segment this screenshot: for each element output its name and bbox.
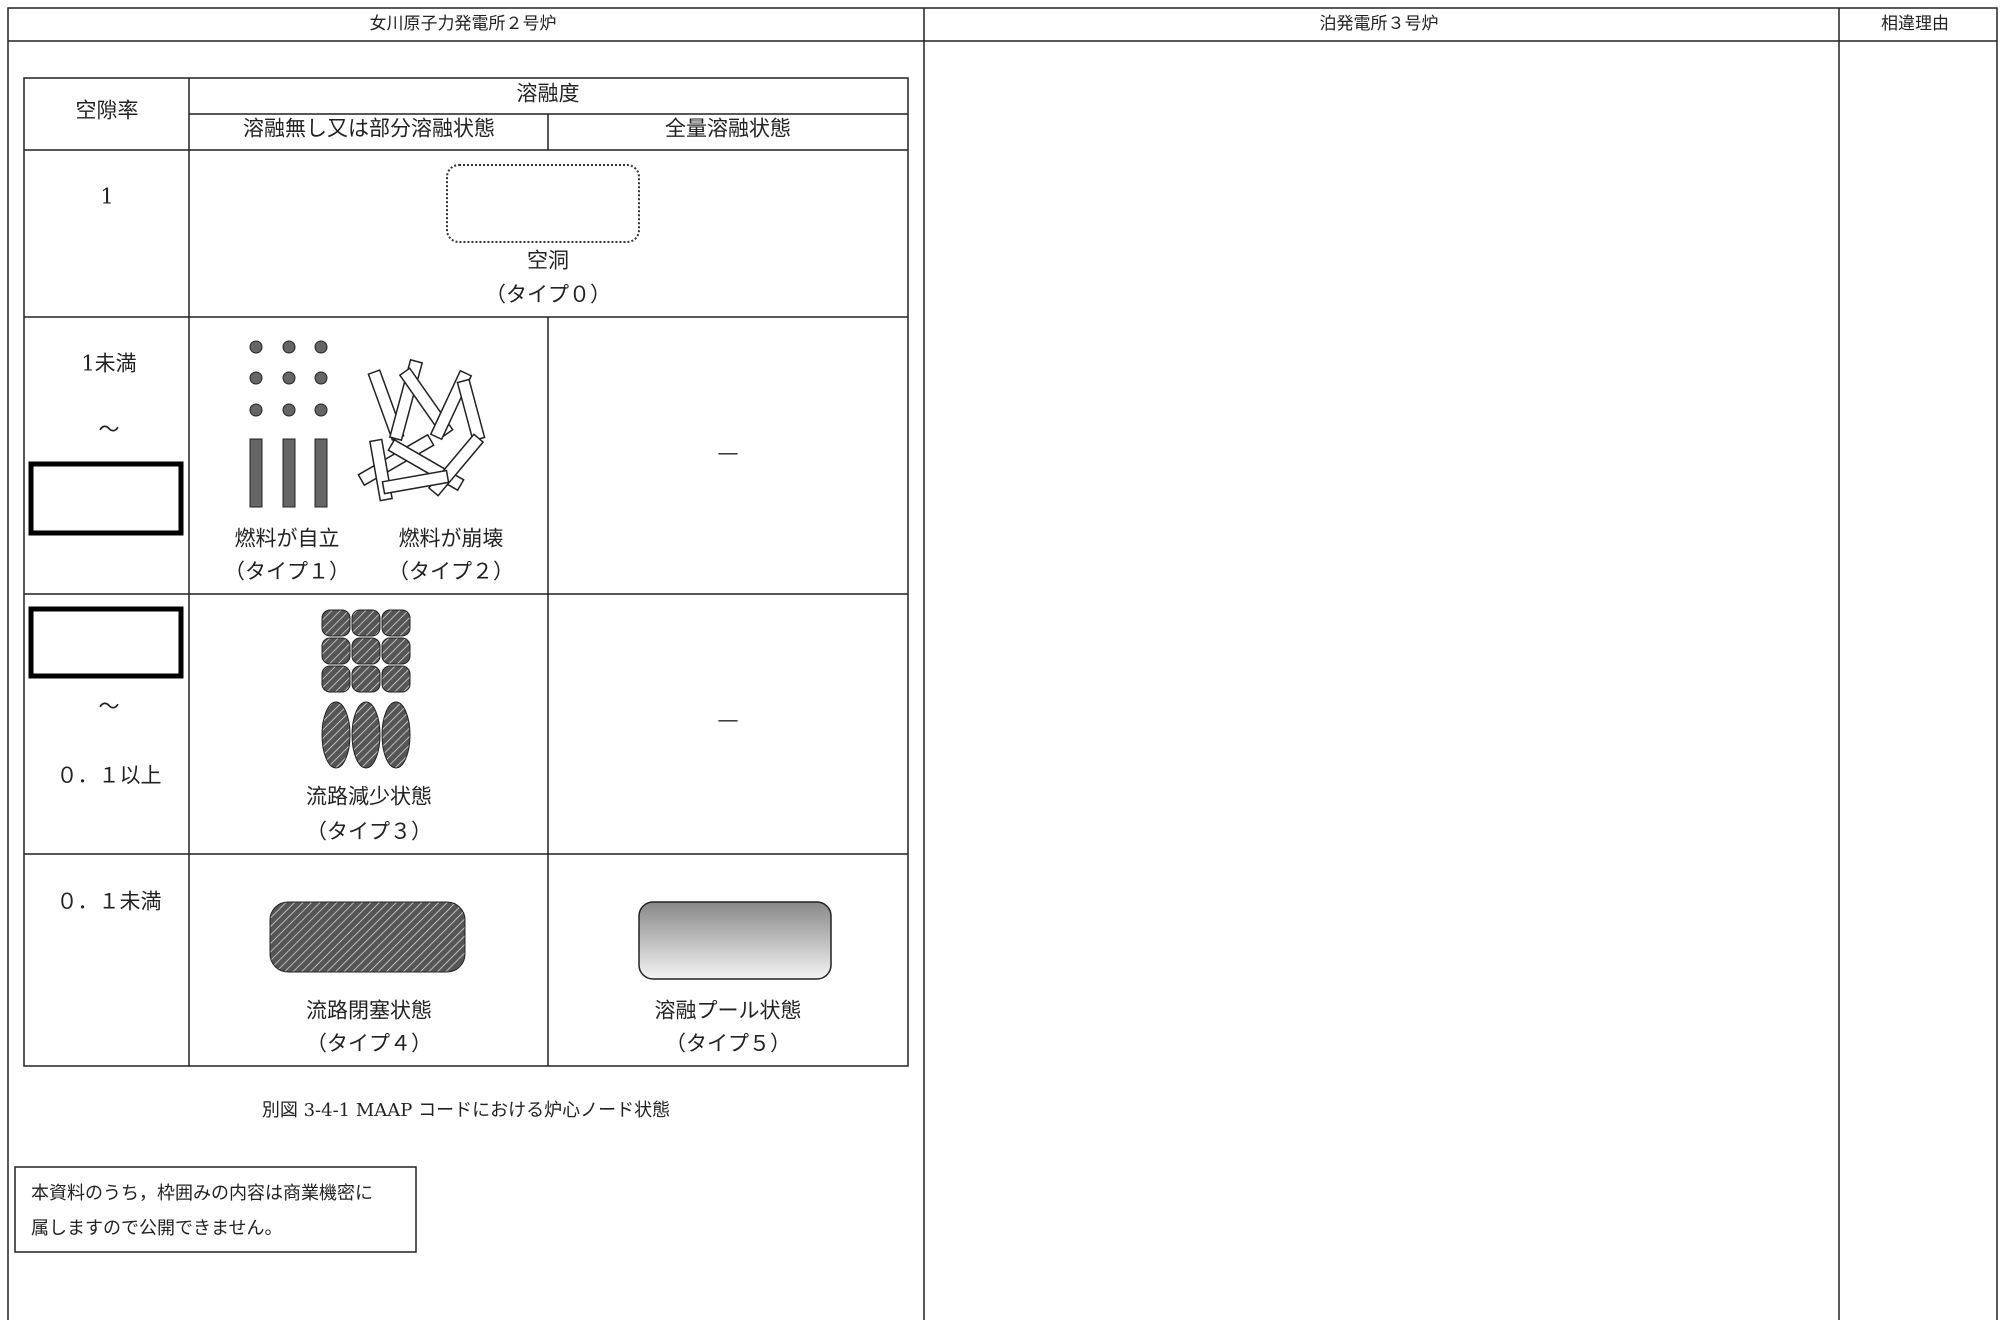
state-label: 燃料が自立: [235, 527, 340, 551]
dash: —: [718, 441, 739, 465]
figure-caption: 別図 3-4-1 MAAP コードにおける炉心ノード状態: [262, 1100, 670, 1121]
column-header: 泊発電所３号炉: [1320, 14, 1439, 34]
blocked-flow-icon: [269, 901, 466, 973]
notice-box: [14, 1166, 417, 1253]
header-cell: 溶融度: [517, 82, 580, 106]
state-type: （タイプ５）: [665, 1032, 791, 1056]
redaction-box: [28, 461, 184, 536]
state-label: 燃料が崩壊: [399, 527, 504, 551]
state-type: （タイプ０）: [485, 283, 611, 307]
collapsed-fuel-icon: [357, 358, 486, 502]
column-header: 相違理由: [1881, 14, 1949, 34]
figure-table: [23, 77, 909, 1067]
reduced-flow-icon: [321, 609, 411, 769]
state-type: （タイプ２）: [388, 560, 514, 584]
melt-pool-icon: [638, 901, 832, 980]
cavity-icon: [446, 164, 640, 243]
void-fraction: 1: [100, 185, 113, 209]
column-header: 女川原子力発電所２号炉: [370, 14, 557, 34]
state-label: 空洞: [527, 249, 569, 273]
state-label: 流路減少状態: [306, 785, 432, 809]
standing-fuel-icon: [249, 340, 328, 508]
header-cell: 溶融無し又は部分溶融状態: [243, 117, 495, 141]
notice-line: 属しますので公開できません。: [31, 1218, 282, 1239]
void-fraction: ～: [99, 418, 120, 442]
outer-table: [7, 7, 1998, 1320]
state-type: （タイプ４）: [306, 1032, 432, 1056]
notice-line: 本資料のうち，枠囲みの内容は商業機密に: [31, 1183, 373, 1204]
state-label: 溶融プール状態: [655, 999, 802, 1023]
dash: —: [718, 708, 739, 732]
void-fraction: ０．１未満: [57, 890, 162, 914]
header-cell: 空隙率: [76, 99, 139, 123]
void-fraction: ０．１以上: [57, 764, 162, 788]
state-type: （タイプ１）: [224, 560, 350, 584]
header-cell: 全量溶融状態: [665, 117, 791, 141]
void-fraction: 1未満: [81, 352, 136, 376]
state-label: 流路閉塞状態: [306, 999, 432, 1023]
redaction-box: [28, 606, 184, 679]
state-type: （タイプ３）: [306, 820, 432, 844]
void-fraction: ～: [99, 695, 120, 719]
